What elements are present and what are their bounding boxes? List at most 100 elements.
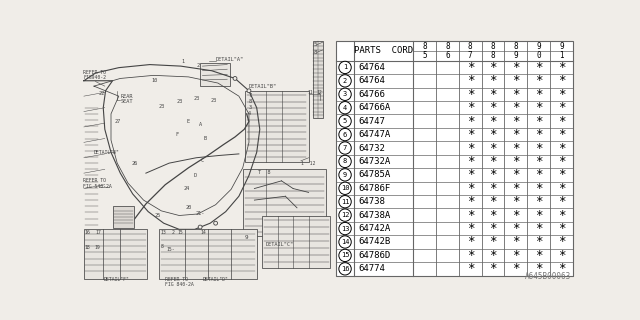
Bar [113,206,134,228]
Text: 0: 0 [536,51,541,60]
Text: FIG 840-2A: FIG 840-2A [165,282,194,286]
Text: 7: 7 [468,51,472,60]
Circle shape [339,155,351,168]
Text: 11: 11 [341,199,349,205]
Text: *: * [512,209,520,222]
Text: 8: 8 [161,244,163,249]
Bar [262,215,330,268]
Text: REFER TO: REFER TO [165,277,188,282]
Text: 64786F: 64786F [358,184,390,193]
Text: 6: 6 [343,132,347,138]
Text: *: * [467,88,474,101]
Text: *: * [490,209,497,222]
Text: 3: 3 [248,105,252,110]
Text: *: * [512,195,520,208]
Text: 64742B: 64742B [358,237,390,246]
Text: 23: 23 [210,98,216,102]
Text: 21-: 21- [195,212,205,216]
Text: 23: 23 [193,96,200,101]
Bar [80,38,334,285]
Bar [312,42,323,118]
Circle shape [339,249,351,261]
Text: 4: 4 [248,111,252,116]
Text: *: * [467,61,474,74]
Text: *: * [535,88,543,101]
Bar [200,63,230,86]
Text: C: C [201,157,204,163]
Text: 9: 9 [513,51,518,60]
Text: 25: 25 [154,213,161,218]
Text: 64732A: 64732A [358,157,390,166]
Text: 64766: 64766 [358,90,385,99]
Text: 1: 1 [182,59,184,64]
Text: 9: 9 [343,172,347,178]
Text: *: * [535,222,543,235]
Text: 8: 8 [445,42,450,51]
Circle shape [339,128,351,141]
Text: *: * [490,128,497,141]
Text: *: * [467,236,474,249]
Text: *: * [557,182,565,195]
Text: *: * [490,236,497,249]
Text: 1: 1 [343,64,347,70]
Text: *: * [467,115,474,128]
Text: 9: 9 [536,42,541,51]
Text: 64785A: 64785A [358,170,390,179]
Text: 64774: 64774 [358,264,385,273]
Text: REFER TO: REFER TO [83,70,106,75]
Text: 7: 7 [343,145,347,151]
Text: T  8: T 8 [259,170,271,175]
Text: 2: 2 [343,78,347,84]
Text: DETAIL"E": DETAIL"E" [94,150,120,155]
Text: F: F [175,132,179,137]
Text: *: * [557,195,565,208]
Text: 16: 16 [341,266,349,272]
Text: DETAIL"F": DETAIL"F" [103,277,129,282]
Bar [245,91,308,162]
Text: *: * [535,209,543,222]
Text: 64738A: 64738A [358,211,390,220]
Circle shape [339,169,351,181]
Text: 9: 9 [559,42,564,51]
Text: REAR: REAR [120,94,133,99]
Text: *: * [467,128,474,141]
Text: *: * [512,88,520,101]
Text: *: * [557,128,565,141]
Circle shape [247,89,251,93]
Text: 12: 12 [316,90,322,95]
Circle shape [339,75,351,87]
Text: 26: 26 [131,161,138,166]
Text: *: * [467,182,474,195]
Circle shape [339,263,351,275]
Text: 7: 7 [248,93,252,98]
Text: 8: 8 [491,42,495,51]
Text: *: * [557,155,565,168]
Text: *: * [535,168,543,181]
Text: B: B [204,136,207,141]
Text: *: * [467,209,474,222]
Text: *: * [467,249,474,262]
Text: 15: 15 [178,230,184,235]
Text: *: * [467,168,474,181]
Text: 4: 4 [343,105,347,111]
Text: 15: 15 [341,252,349,259]
Text: *: * [535,249,543,262]
Text: *: * [557,141,565,155]
Text: *: * [512,262,520,275]
Text: 24: 24 [184,186,190,191]
Text: *: * [490,195,497,208]
Text: DETAIL"B": DETAIL"B" [249,84,277,89]
Text: 23: 23 [158,104,164,109]
Circle shape [339,236,351,248]
Text: 10: 10 [151,78,157,83]
Text: DETAIL"A": DETAIL"A" [216,57,244,62]
Text: 8: 8 [343,158,347,164]
Text: *: * [490,88,497,101]
Text: D: D [193,173,196,178]
Text: *: * [512,249,520,262]
Text: 3: 3 [343,91,347,97]
Bar [159,229,257,279]
Text: *: * [512,155,520,168]
Circle shape [198,225,202,229]
Text: *: * [557,262,565,275]
